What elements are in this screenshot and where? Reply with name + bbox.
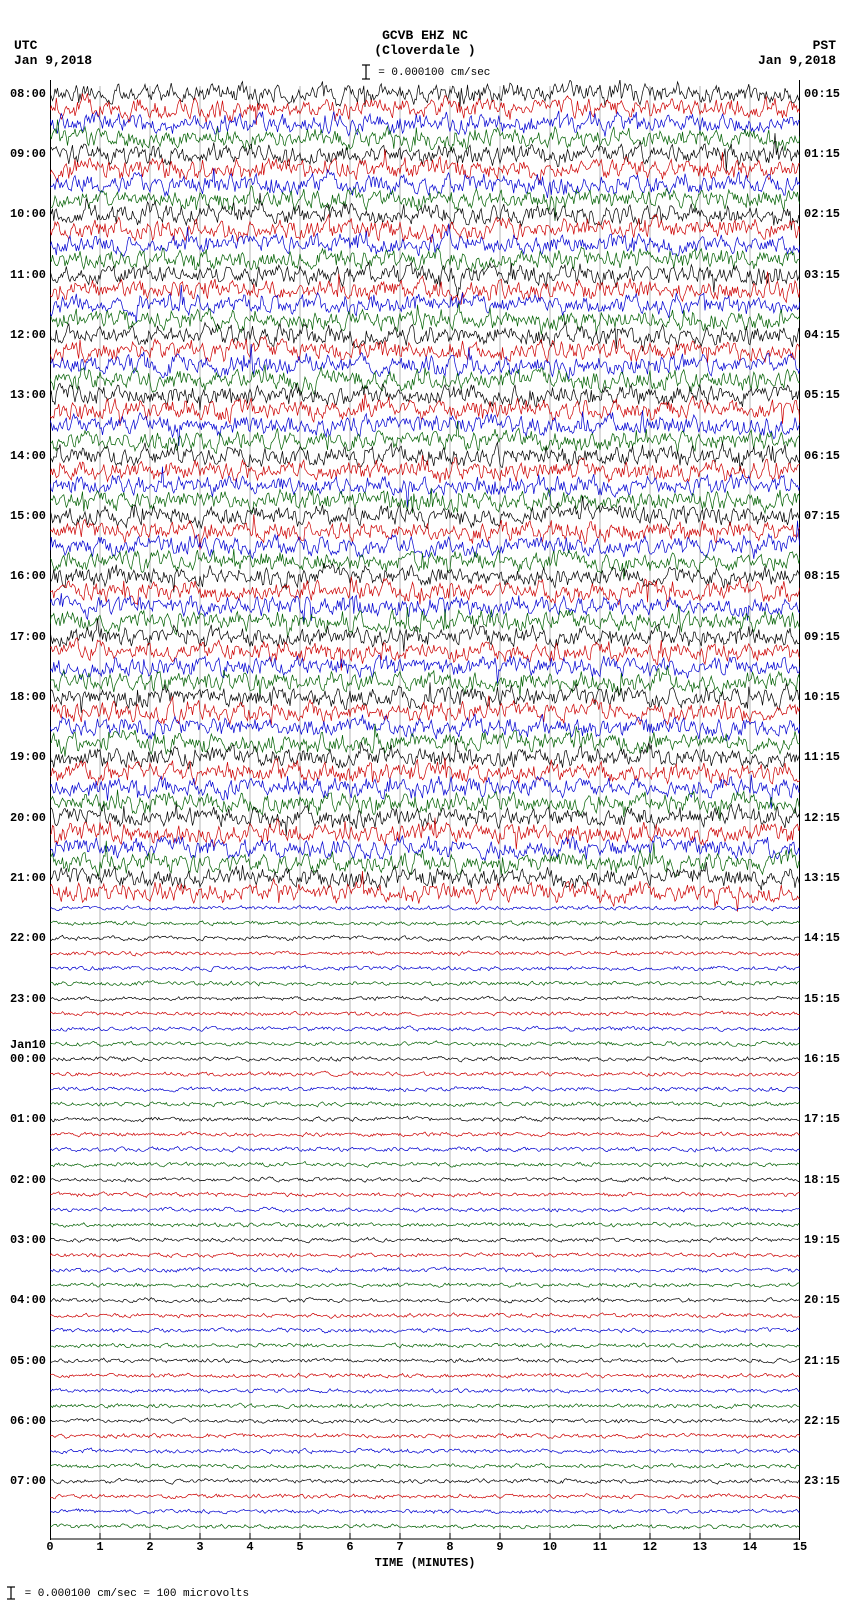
- x-axis-title: TIME (MINUTES): [50, 1556, 800, 1570]
- left-time-label: 08:00: [6, 88, 46, 100]
- left-time-label: 16:00: [6, 570, 46, 582]
- right-time-label: 14:15: [804, 932, 844, 944]
- station-line1: GCVB EHZ NC: [0, 28, 850, 43]
- pst-label: PST: [758, 38, 836, 53]
- left-time-labels: 08:00 09:00 10:00 11:00 12:00 13:00 14:00 15:00…: [6, 80, 46, 1540]
- right-time-label: 10:15: [804, 691, 844, 703]
- pst-block: PST Jan 9,2018: [758, 38, 836, 68]
- right-time-label: 11:15: [804, 751, 844, 763]
- x-tick-label: 2: [146, 1540, 153, 1554]
- right-time-label: 20:15: [804, 1294, 844, 1306]
- right-time-label: 06:15: [804, 450, 844, 462]
- footer-text: = 0.000100 cm/sec = 100 microvolts: [25, 1588, 249, 1600]
- right-time-label: 04:15: [804, 329, 844, 341]
- left-time-label: 22:00: [6, 932, 46, 944]
- right-time-label: 09:15: [804, 631, 844, 643]
- x-tick-label: 9: [496, 1540, 503, 1554]
- x-tick-label: 8: [446, 1540, 453, 1554]
- left-time-label: 21:00: [6, 872, 46, 884]
- right-time-label: 07:15: [804, 510, 844, 522]
- scale-bar-icon: [360, 64, 372, 80]
- x-tick-label: 14: [743, 1540, 757, 1554]
- left-time-label: 17:00: [6, 631, 46, 643]
- left-time-label: 20:00: [6, 812, 46, 824]
- x-tick-label: 4: [246, 1540, 253, 1554]
- left-time-label: 02:00: [6, 1174, 46, 1186]
- right-time-label: 00:15: [804, 88, 844, 100]
- station-line2: (Cloverdale ): [0, 43, 850, 58]
- pst-date: Jan 9,2018: [758, 53, 836, 68]
- left-time-label: 05:00: [6, 1355, 46, 1367]
- scale-text: = 0.000100 cm/sec: [378, 67, 490, 79]
- x-tick-label: 13: [693, 1540, 707, 1554]
- page: UTC Jan 9,2018 GCVB EHZ NC (Cloverdale )…: [0, 0, 850, 1610]
- x-tick-label: 1: [96, 1540, 103, 1554]
- x-tick-label: 12: [643, 1540, 657, 1554]
- right-time-label: 22:15: [804, 1415, 844, 1427]
- left-time-label: 14:00: [6, 450, 46, 462]
- right-time-label: 19:15: [804, 1234, 844, 1246]
- x-tick-label: 3: [196, 1540, 203, 1554]
- left-time-label: 23:00: [6, 993, 46, 1005]
- left-time-label: 18:00: [6, 691, 46, 703]
- right-time-label: 05:15: [804, 389, 844, 401]
- right-time-label: 18:15: [804, 1174, 844, 1186]
- right-time-label: 16:15: [804, 1053, 844, 1065]
- left-time-label: 01:00: [6, 1113, 46, 1125]
- left-time-label: 09:00: [6, 148, 46, 160]
- left-time-label: 15:00: [6, 510, 46, 522]
- footer: = 0.000100 cm/sec = 100 microvolts: [0, 1580, 850, 1610]
- right-time-label: 01:15: [804, 148, 844, 160]
- right-time-label: 17:15: [804, 1113, 844, 1125]
- header: UTC Jan 9,2018 GCVB EHZ NC (Cloverdale )…: [0, 0, 850, 80]
- left-time-label: 11:00: [6, 269, 46, 281]
- x-axis: TIME (MINUTES) 0123456789101112131415: [50, 1540, 800, 1580]
- helicorder-svg: [50, 80, 800, 1540]
- right-time-labels: 00:15 01:15 02:15 03:15 04:15 05:15 06:15 07:15…: [804, 80, 844, 1540]
- right-time-label: 23:15: [804, 1475, 844, 1487]
- left-time-label: 13:00: [6, 389, 46, 401]
- right-time-label: 02:15: [804, 208, 844, 220]
- x-tick-label: 5: [296, 1540, 303, 1554]
- left-time-label: 04:00: [6, 1294, 46, 1306]
- x-tick-label: 10: [543, 1540, 557, 1554]
- left-time-label: 03:00: [6, 1234, 46, 1246]
- right-time-label: 21:15: [804, 1355, 844, 1367]
- left-time-label: 12:00: [6, 329, 46, 341]
- left-time-label: 19:00: [6, 751, 46, 763]
- station-title: GCVB EHZ NC (Cloverdale ): [0, 28, 850, 58]
- left-time-label: 00:00: [6, 1053, 46, 1065]
- x-tick-label: 0: [46, 1540, 53, 1554]
- right-time-label: 12:15: [804, 812, 844, 824]
- scale-bar-icon: [4, 1586, 18, 1600]
- right-time-label: 15:15: [804, 993, 844, 1005]
- x-tick-label: 6: [346, 1540, 353, 1554]
- x-tick-label: 11: [593, 1540, 607, 1554]
- x-tick-label: 15: [793, 1540, 807, 1554]
- left-time-label: 10:00: [6, 208, 46, 220]
- right-time-label: 03:15: [804, 269, 844, 281]
- helicorder-chart: 08:0009:0010:0011:0012:0013:0014:0015:00…: [50, 80, 800, 1540]
- right-time-label: 08:15: [804, 570, 844, 582]
- left-time-label: 07:00: [6, 1475, 46, 1487]
- scale-mark: = 0.000100 cm/sec: [0, 64, 850, 80]
- left-date-marker: Jan10: [6, 1039, 46, 1051]
- right-time-label: 13:15: [804, 872, 844, 884]
- x-tick-label: 7: [396, 1540, 403, 1554]
- left-time-label: 06:00: [6, 1415, 46, 1427]
